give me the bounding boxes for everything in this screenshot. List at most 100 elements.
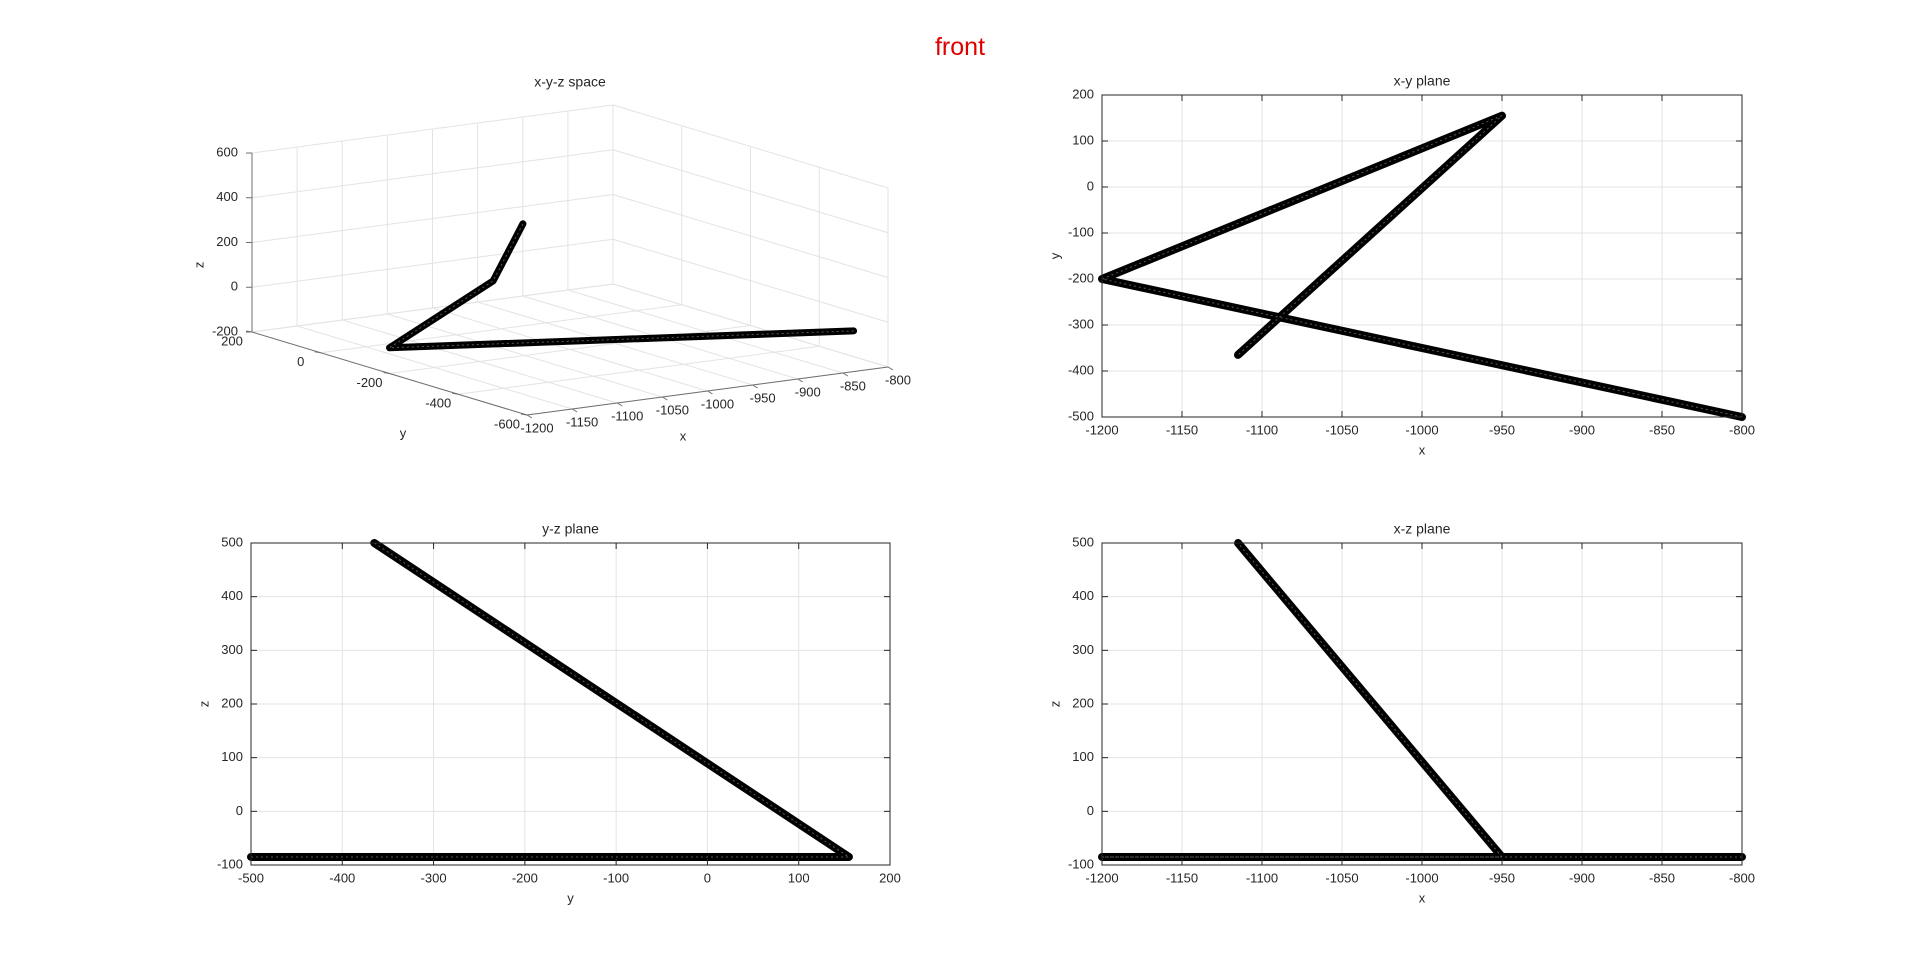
x-tick-label: 100	[788, 870, 810, 885]
y-tick-label: 300	[1072, 642, 1094, 657]
y-tick-label: 500	[1072, 534, 1094, 549]
y-tick-label: 400	[1072, 588, 1094, 603]
series-line-markers	[1102, 542, 1742, 858]
y-tick-label: 200	[221, 695, 243, 710]
x-tick-label: -950	[750, 390, 776, 405]
x-tick	[707, 390, 713, 395]
x-tick-label: -900	[795, 384, 821, 399]
x-tick-label: -900	[1569, 870, 1595, 885]
z-tick-label: -200	[212, 323, 238, 338]
x-tick-label: -1050	[1325, 422, 1358, 437]
x-tick-label: -850	[1649, 870, 1675, 885]
x-tick-label: -950	[1489, 870, 1515, 885]
x-tick	[526, 414, 533, 419]
y-tick-label: -100	[217, 856, 243, 871]
chart-title: y-z plane	[542, 521, 599, 537]
x-tick	[887, 366, 894, 371]
x-tick-label: -100	[603, 870, 629, 885]
y-tick-label: 100	[1072, 132, 1094, 147]
x-tick-label: -950	[1489, 422, 1515, 437]
y-tick-label: 0	[1087, 803, 1094, 818]
grid-wall-xz-z	[251, 104, 614, 154]
x-tick	[752, 384, 758, 389]
x-tick-label: -1000	[1405, 870, 1438, 885]
series-line	[386, 220, 858, 352]
x-tick-label: -1000	[1405, 422, 1438, 437]
y-tick-label: 500	[221, 534, 243, 549]
y-axis-label: y	[1047, 252, 1062, 259]
y-tick-label: -200	[356, 375, 382, 390]
x-tick-label: -300	[421, 870, 447, 885]
grid-wall-yz-z	[612, 283, 889, 368]
y-tick	[520, 413, 528, 416]
y-tick-label: 0	[297, 354, 304, 369]
x-tick-label: -400	[329, 870, 355, 885]
grid-wall-xz-z	[251, 283, 614, 333]
x-tick-label: -800	[885, 372, 911, 387]
y-tick-label: 100	[221, 749, 243, 764]
x-tick	[616, 402, 623, 407]
x-tick	[662, 396, 668, 401]
chart-title: x-y plane	[1394, 73, 1451, 89]
x-tick-label: -1100	[1246, 870, 1278, 885]
x-axis-label: x	[1419, 890, 1426, 905]
x-tick-label: -500	[238, 870, 264, 885]
y-tick-label: -400	[1068, 362, 1094, 377]
y-tick-label: 200	[221, 333, 243, 348]
x-tick-label: -200	[512, 870, 538, 885]
grid-floor-y	[320, 304, 682, 354]
x-tick	[842, 372, 849, 377]
x-tick-label: -1200	[520, 420, 553, 435]
x-axis-label: y	[567, 890, 574, 905]
x-tick-label: -1100	[611, 408, 643, 423]
y-tick-label: 300	[221, 642, 243, 657]
grid-wall-yz-z	[612, 238, 889, 323]
x-tick-label: -800	[1729, 422, 1755, 437]
grid-floor-y	[389, 325, 751, 374]
y-tick-label: 0	[236, 803, 243, 818]
y-axis-label: z	[196, 701, 211, 708]
y-tick-label: 400	[221, 588, 243, 603]
x-tick-label: -1050	[1325, 870, 1358, 885]
y-axis-label: y	[400, 425, 407, 440]
grid-wall-yz-z	[612, 149, 889, 234]
x-tick-label: -1000	[701, 396, 734, 411]
y-tick	[452, 392, 459, 395]
y-tick	[383, 372, 390, 374]
x-tick-label: -1050	[656, 402, 689, 417]
grid-floor-y	[458, 345, 820, 395]
y-tick-label: -100	[1068, 856, 1094, 871]
x-tick	[797, 378, 804, 383]
x-tick-label: -900	[1569, 422, 1595, 437]
x-tick-label: -1150	[1166, 870, 1198, 885]
grid-wall-yz-z	[612, 194, 889, 278]
z-tick-label: 0	[231, 279, 238, 294]
figure-title: front	[934, 33, 986, 61]
y-tick-label: -300	[1068, 316, 1094, 331]
grid-wall-xz-z	[251, 194, 614, 243]
z-tick-label: 200	[216, 234, 238, 249]
series-line	[247, 539, 853, 861]
y-tick-label: 0	[1087, 178, 1094, 193]
z-tick-label: 400	[216, 189, 238, 204]
series-line-markers	[251, 542, 851, 858]
x-axis-label: x	[680, 428, 687, 443]
x-tick-label: -1150	[566, 414, 598, 429]
series-line-markers	[1100, 115, 1743, 418]
x-tick-label: -850	[1649, 422, 1675, 437]
y-tick-label: -600	[494, 416, 520, 431]
x-axis-label: x	[1419, 442, 1426, 457]
x-tick-label: 0	[704, 870, 711, 885]
x-tick-label: -850	[840, 378, 866, 393]
x-tick-label: -800	[1729, 870, 1755, 885]
x-tick-label: -1150	[1166, 422, 1198, 437]
z-axis-label: z	[191, 262, 206, 269]
grid-wall-xz-z	[251, 238, 614, 288]
x-tick-label: -1200	[1085, 870, 1118, 885]
z-tick-label: 600	[216, 144, 238, 159]
y-tick-label: -400	[425, 396, 451, 411]
x-tick-label: -1200	[1085, 422, 1118, 437]
y-tick	[314, 351, 321, 354]
chart-title: x-z plane	[1394, 521, 1451, 537]
